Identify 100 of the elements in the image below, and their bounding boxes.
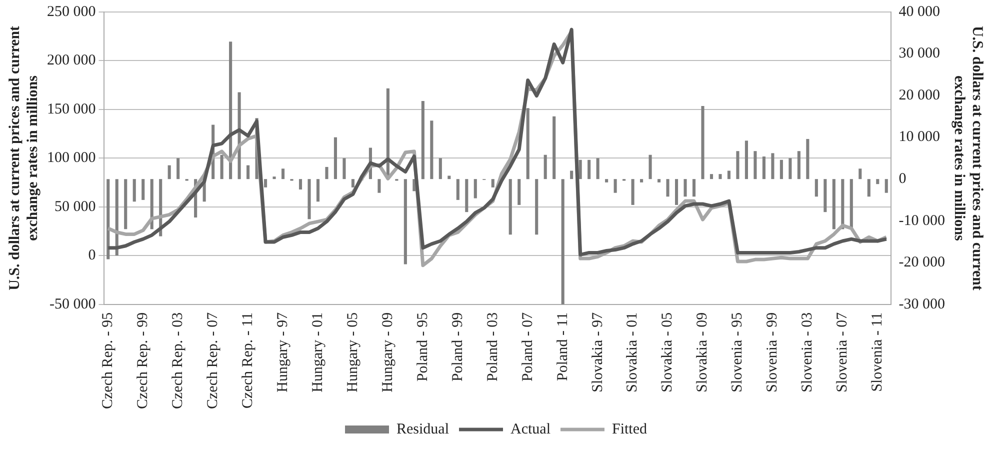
bar: [561, 179, 564, 304]
bar: [657, 179, 661, 182]
x-tick-label: Hungary - 01: [310, 312, 326, 392]
legend-label: Residual: [396, 421, 450, 438]
bar: [474, 179, 477, 198]
bar: [378, 179, 381, 193]
x-tick-label: Slovakia - 97: [590, 312, 606, 392]
x-tick-label: Poland - 11: [554, 312, 571, 381]
bar: [858, 168, 862, 180]
bar: [552, 116, 556, 180]
x-tick-label: Poland - 03: [484, 312, 501, 382]
bar: [640, 179, 644, 182]
x-tick-label: Poland - 07: [520, 312, 536, 382]
legend-label: Fitted: [612, 421, 648, 438]
bar: [491, 179, 494, 188]
x-tick-label: Poland - 95: [414, 312, 431, 382]
bar: [876, 179, 880, 184]
bar: [701, 106, 704, 180]
bar: [124, 179, 128, 230]
bar: [788, 158, 792, 180]
bar: [421, 100, 424, 180]
bar: [824, 179, 827, 212]
y2-tick-label: 40 000: [898, 4, 940, 20]
x-tick-label: Czech Rep. - 07: [204, 312, 221, 410]
bar: [526, 108, 530, 180]
y2-tick-label: 10 000: [898, 129, 940, 146]
bar: [648, 154, 652, 180]
bar: [448, 176, 451, 180]
bar: [884, 179, 888, 193]
bar: [176, 158, 180, 180]
bar: [465, 179, 468, 212]
x-tick-label: Slovenia - 07: [834, 312, 851, 392]
bar: [666, 179, 670, 197]
bar: [684, 179, 687, 197]
bar: [508, 179, 512, 235]
x-tick-label: Czech Rep. - 95: [100, 312, 116, 410]
bar: [220, 154, 224, 180]
x-tick-label: Czech Rep. - 11: [240, 312, 256, 408]
bar: [430, 120, 434, 180]
bar: [780, 160, 783, 180]
bar: [614, 179, 617, 193]
x-tick-label: Slovenia - 95: [730, 312, 746, 392]
bar: [246, 165, 250, 180]
x-tick-label: Slovenia - 11: [870, 312, 886, 392]
bar: [404, 179, 407, 264]
bar: [744, 140, 748, 180]
bar: [771, 153, 774, 180]
bar: [298, 179, 302, 190]
bar: [438, 158, 442, 180]
x-tick-label: Czech Rep. - 03: [170, 312, 186, 410]
bar: [334, 137, 338, 180]
y-axis-title: U.S. dollars at current prices and current exchange rates in millions: [6, 26, 41, 290]
bar: [456, 179, 460, 200]
y2-tick-label: -20 000: [898, 254, 946, 271]
x-tick-label: Hungary - 97: [274, 312, 291, 392]
bar: [867, 179, 870, 197]
x-tick-label: Hungary - 09: [380, 312, 396, 392]
bar: [806, 138, 810, 180]
bar: [605, 179, 608, 182]
x-tick-label: Slovakia - 05: [660, 312, 676, 392]
bar: [692, 179, 696, 197]
bar: [710, 174, 714, 180]
x-tick-label: Slovakia - 01: [624, 312, 641, 392]
y2-tick-label: 20 000: [898, 87, 940, 104]
bar: [308, 179, 311, 220]
bar: [850, 179, 853, 230]
bar: [736, 151, 740, 180]
bar: [797, 151, 800, 180]
y-tick-label: 0: [88, 248, 96, 264]
bar: [229, 42, 232, 180]
bar: [264, 179, 268, 188]
legend-label: Actual: [510, 421, 550, 438]
bar: [578, 160, 582, 180]
bar: [596, 158, 600, 180]
x-tick-label: Hungary - 05: [344, 312, 361, 392]
y-tick-label: 50 000: [54, 198, 96, 215]
y-tick-label: -50 000: [50, 296, 96, 312]
bar: [535, 179, 538, 235]
bar: [718, 174, 722, 180]
bar: [762, 156, 766, 180]
y-tick-label: 150 000: [47, 101, 96, 118]
x-tick-label: Slovenia - 99: [764, 312, 781, 392]
bar: [142, 179, 145, 200]
bar: [316, 179, 320, 202]
bar: [814, 179, 818, 197]
x-tick-label: Slovakia - 09: [694, 312, 711, 392]
bar: [544, 154, 547, 180]
x-tick-label: Poland - 99: [450, 312, 466, 382]
bar: [588, 160, 591, 180]
y-tick-label: 100 000: [47, 150, 96, 166]
bar: [272, 176, 276, 180]
y2-tick-label: 0: [898, 171, 906, 188]
y2-tick-label: -10 000: [898, 212, 946, 229]
bar: [832, 179, 836, 230]
bar: [727, 170, 731, 180]
bar: [351, 179, 354, 188]
bar: [754, 151, 757, 180]
bar: [674, 179, 678, 205]
y2-tick-label: 30 000: [898, 46, 940, 62]
bar: [518, 179, 521, 205]
